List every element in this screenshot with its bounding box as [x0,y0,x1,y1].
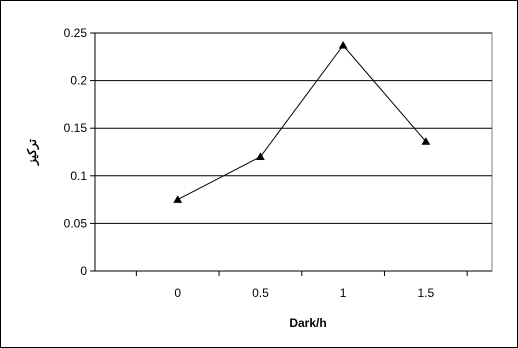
data-point-marker [338,40,348,49]
x-tick-label: 1 [340,286,347,300]
x-tick-label: 1.5 [417,286,434,300]
plot-area [94,32,493,272]
x-tick-label: 0.5 [252,286,269,300]
y-tick-label: 0.2 [70,74,87,88]
data-point-marker [173,195,183,203]
y-axis-ticks: 0 0.05 0.1 0.15 0.2 0.25 [64,26,95,278]
y-axis-label: تركيز [25,138,40,166]
data-point-marker [421,137,431,145]
y-tick-label: 0.15 [64,121,88,135]
gridlines [95,32,492,224]
y-tick-label: 0.25 [64,26,88,40]
data-point-marker [255,152,265,161]
series-group [173,40,431,203]
y-tick-label: 0 [80,264,87,278]
x-axis-ticks: 0 0.5 1 1.5 [135,271,468,300]
series-line [177,44,427,201]
y-tick-label: 0.1 [70,169,87,183]
y-tick-label: 0.05 [64,216,88,230]
x-axis-label: Dark/h [289,316,326,330]
x-tick-label: 0 [174,286,181,300]
